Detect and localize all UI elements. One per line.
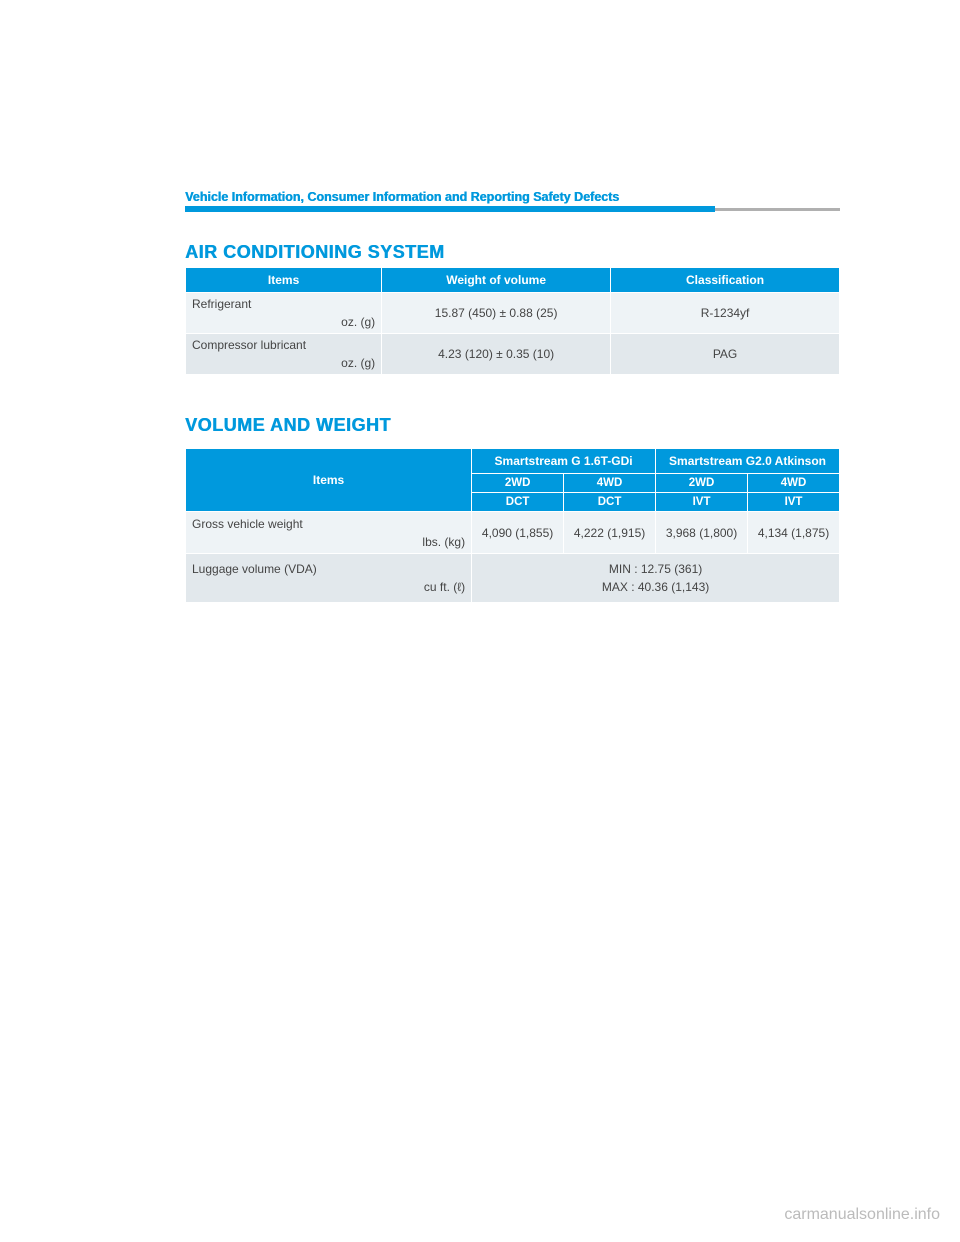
vw-section-title: VOLUME AND WEIGHT (185, 415, 840, 436)
vw-header-drive: 2WD (472, 474, 564, 493)
vw-header-drive: 4WD (564, 474, 656, 493)
vw-luggage-cell: MIN : 12.75 (361) MAX : 40.36 (1,143) (472, 554, 840, 603)
vw-value-cell: 4,222 (1,915) (564, 512, 656, 554)
ac-section-title: AIR CONDITIONING SYSTEM (185, 242, 840, 263)
vw-item-cell: Luggage volume (VDA) cu ft. (ℓ) (186, 554, 472, 603)
ac-header-weight: Weight of volume (382, 268, 611, 293)
vw-luggage-max: MAX : 40.36 (1,143) (602, 580, 709, 594)
vw-header-trans: IVT (748, 493, 840, 512)
ac-weight-cell: 4.23 (120) ± 0.35 (10) (382, 334, 611, 375)
vw-item-cell: Gross vehicle weight lbs. (kg) (186, 512, 472, 554)
vw-value-cell: 3,968 (1,800) (656, 512, 748, 554)
vw-header-engine: Smartstream G2.0 Atkinson (656, 449, 840, 474)
ac-section: AIR CONDITIONING SYSTEM Items Weight of … (185, 242, 840, 375)
ac-item-label: Compressor lubricant (192, 338, 375, 352)
vw-header-items: Items (186, 449, 472, 512)
vw-header-drive: 4WD (748, 474, 840, 493)
vw-item-label: Gross vehicle weight (192, 517, 465, 531)
vw-header-drive: 2WD (656, 474, 748, 493)
ac-classification-cell: R-1234yf (611, 293, 840, 334)
ac-item-unit: oz. (g) (192, 315, 375, 329)
vw-table: Items Smartstream G 1.6T-GDi Smartstream… (185, 448, 840, 603)
ac-classification-cell: PAG (611, 334, 840, 375)
vw-item-unit: cu ft. (ℓ) (192, 580, 465, 594)
vw-item-unit: lbs. (kg) (192, 535, 465, 549)
ac-item-label: Refrigerant (192, 297, 375, 311)
vw-header-trans: DCT (472, 493, 564, 512)
table-row: Luggage volume (VDA) cu ft. (ℓ) MIN : 12… (186, 554, 840, 603)
breadcrumb-text: Vehicle Information, Consumer Informatio… (185, 190, 840, 204)
vw-header-trans: DCT (564, 493, 656, 512)
ac-table: Items Weight of volume Classification Re… (185, 267, 840, 375)
vw-item-label: Luggage volume (VDA) (192, 562, 465, 576)
vw-value-cell: 4,090 (1,855) (472, 512, 564, 554)
ac-item-cell: Refrigerant oz. (g) (186, 293, 382, 334)
ac-header-items: Items (186, 268, 382, 293)
vw-section: VOLUME AND WEIGHT Items Smartstream G 1.… (185, 415, 840, 603)
table-row: Refrigerant oz. (g) 15.87 (450) ± 0.88 (… (186, 293, 840, 334)
vw-header-engine: Smartstream G 1.6T-GDi (472, 449, 656, 474)
vw-value-cell: 4,134 (1,875) (748, 512, 840, 554)
vw-luggage-min: MIN : 12.75 (361) (609, 562, 702, 576)
page-header: Vehicle Information, Consumer Informatio… (185, 190, 840, 212)
ac-item-unit: oz. (g) (192, 356, 375, 370)
watermark-text: carmanualsonline.info (784, 1206, 940, 1224)
ac-header-classification: Classification (611, 268, 840, 293)
header-underline (185, 206, 840, 212)
table-row: Gross vehicle weight lbs. (kg) 4,090 (1,… (186, 512, 840, 554)
ac-item-cell: Compressor lubricant oz. (g) (186, 334, 382, 375)
ac-weight-cell: 15.87 (450) ± 0.88 (25) (382, 293, 611, 334)
vw-header-trans: IVT (656, 493, 748, 512)
table-row: Compressor lubricant oz. (g) 4.23 (120) … (186, 334, 840, 375)
